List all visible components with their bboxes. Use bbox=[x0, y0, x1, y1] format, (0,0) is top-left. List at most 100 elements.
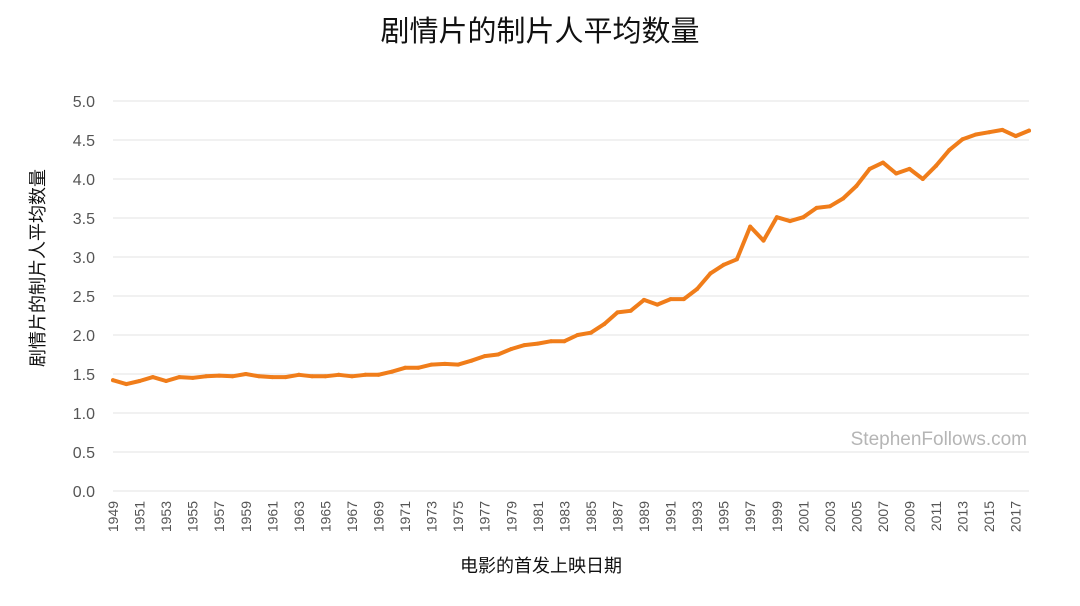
data-point bbox=[854, 184, 859, 188]
x-tick-label: 2017 bbox=[1008, 501, 1024, 532]
x-tick-label: 2009 bbox=[902, 501, 918, 532]
x-tick-label: 1949 bbox=[105, 501, 121, 532]
data-point bbox=[150, 375, 155, 380]
y-tick-label: 4.5 bbox=[73, 133, 95, 150]
x-tick-label: 2005 bbox=[848, 501, 864, 532]
x-tick-label: 2007 bbox=[875, 501, 891, 532]
y-tick-label: 3.5 bbox=[73, 211, 95, 228]
data-point bbox=[217, 373, 222, 378]
data-point bbox=[230, 374, 235, 379]
data-point bbox=[562, 339, 567, 344]
y-tick-label: 4.0 bbox=[73, 172, 95, 189]
data-point bbox=[827, 204, 832, 209]
x-tick-label: 1993 bbox=[689, 501, 705, 532]
data-point bbox=[456, 362, 461, 367]
y-tick-label: 0.5 bbox=[73, 445, 95, 462]
data-point bbox=[243, 372, 248, 376]
x-tick-label: 1957 bbox=[211, 501, 227, 532]
data-point bbox=[469, 358, 474, 363]
y-tick-label: 1.5 bbox=[73, 367, 95, 384]
data-point bbox=[881, 160, 885, 165]
x-tick-label: 1983 bbox=[556, 501, 572, 532]
data-point bbox=[177, 375, 182, 380]
data-point bbox=[947, 148, 952, 153]
data-point bbox=[960, 137, 965, 142]
data-point bbox=[336, 372, 341, 377]
data-point bbox=[403, 365, 408, 370]
data-point bbox=[642, 297, 646, 302]
x-tick-label: 1963 bbox=[291, 501, 307, 532]
series-layer bbox=[111, 127, 1031, 387]
data-point bbox=[137, 379, 142, 383]
data-point bbox=[376, 372, 381, 377]
x-tick-label: 1995 bbox=[716, 501, 732, 532]
x-tick-label: 2011 bbox=[928, 501, 944, 531]
data-point bbox=[296, 372, 301, 377]
x-tick-label: 1979 bbox=[503, 501, 519, 532]
data-point bbox=[734, 257, 739, 262]
data-point bbox=[907, 166, 912, 171]
data-point bbox=[1013, 134, 1018, 139]
data-point bbox=[350, 374, 354, 379]
x-tick-label: 1955 bbox=[185, 501, 201, 532]
y-tick-label: 2.0 bbox=[73, 328, 95, 345]
watermark: StephenFollows.com bbox=[851, 429, 1027, 450]
data-point bbox=[482, 354, 487, 359]
y-tick-label: 0.0 bbox=[73, 484, 95, 501]
data-point bbox=[668, 297, 673, 302]
x-tick-label: 1997 bbox=[742, 501, 758, 532]
data-point bbox=[655, 302, 660, 307]
y-tick-label: 3.0 bbox=[73, 250, 95, 267]
data-point bbox=[442, 361, 447, 366]
y-axis-ticks: 0.0 0.5 1.0 1.5 2.0 2.5 3.0 3.5 4.0 4.5 5.0 bbox=[73, 94, 95, 501]
data-point bbox=[788, 219, 792, 224]
data-point bbox=[615, 310, 620, 315]
data-point bbox=[257, 374, 261, 379]
data-point bbox=[283, 375, 288, 380]
data-point bbox=[841, 196, 846, 201]
data-point bbox=[522, 343, 527, 348]
x-tick-label: 1999 bbox=[769, 501, 785, 532]
x-tick-label: 1991 bbox=[663, 501, 679, 532]
data-point bbox=[695, 287, 700, 291]
data-point bbox=[363, 372, 368, 377]
data-point bbox=[429, 362, 434, 367]
x-tick-label: 1977 bbox=[477, 501, 493, 532]
data-point bbox=[867, 166, 872, 171]
data-point bbox=[1000, 127, 1005, 132]
x-axis-label: 电影的首发上映日期 bbox=[460, 556, 622, 577]
data-point bbox=[628, 308, 633, 313]
x-tick-label: 1985 bbox=[583, 501, 599, 532]
data-point bbox=[496, 352, 500, 357]
data-point bbox=[323, 374, 328, 379]
data-point bbox=[987, 130, 992, 135]
data-point bbox=[894, 171, 899, 176]
x-tick-label: 1973 bbox=[424, 501, 440, 532]
data-point bbox=[748, 224, 753, 229]
data-point bbox=[416, 365, 421, 370]
y-tick-label: 1.0 bbox=[73, 406, 95, 423]
x-tick-label: 2015 bbox=[981, 501, 997, 532]
data-point bbox=[761, 238, 766, 243]
data-point bbox=[164, 379, 169, 383]
data-point bbox=[190, 375, 195, 380]
x-tick-label: 1981 bbox=[530, 501, 546, 532]
x-tick-label: 2013 bbox=[955, 501, 971, 532]
data-point bbox=[1027, 128, 1031, 133]
x-tick-label: 1989 bbox=[636, 501, 652, 532]
x-tick-label: 1975 bbox=[450, 501, 466, 532]
data-point bbox=[389, 369, 394, 374]
y-tick-label: 2.5 bbox=[73, 289, 95, 306]
series-line bbox=[111, 127, 1031, 387]
data-point bbox=[721, 262, 726, 267]
data-point bbox=[535, 341, 540, 346]
x-tick-label: 1969 bbox=[371, 501, 387, 532]
x-tick-label: 1965 bbox=[317, 501, 333, 532]
x-tick-label: 1967 bbox=[344, 501, 360, 532]
data-point bbox=[774, 215, 779, 220]
data-point bbox=[124, 382, 129, 387]
x-tick-label: 1953 bbox=[158, 501, 174, 532]
data-point bbox=[310, 374, 315, 379]
chart-title: 剧情片的制片人平均数量 bbox=[380, 14, 700, 48]
